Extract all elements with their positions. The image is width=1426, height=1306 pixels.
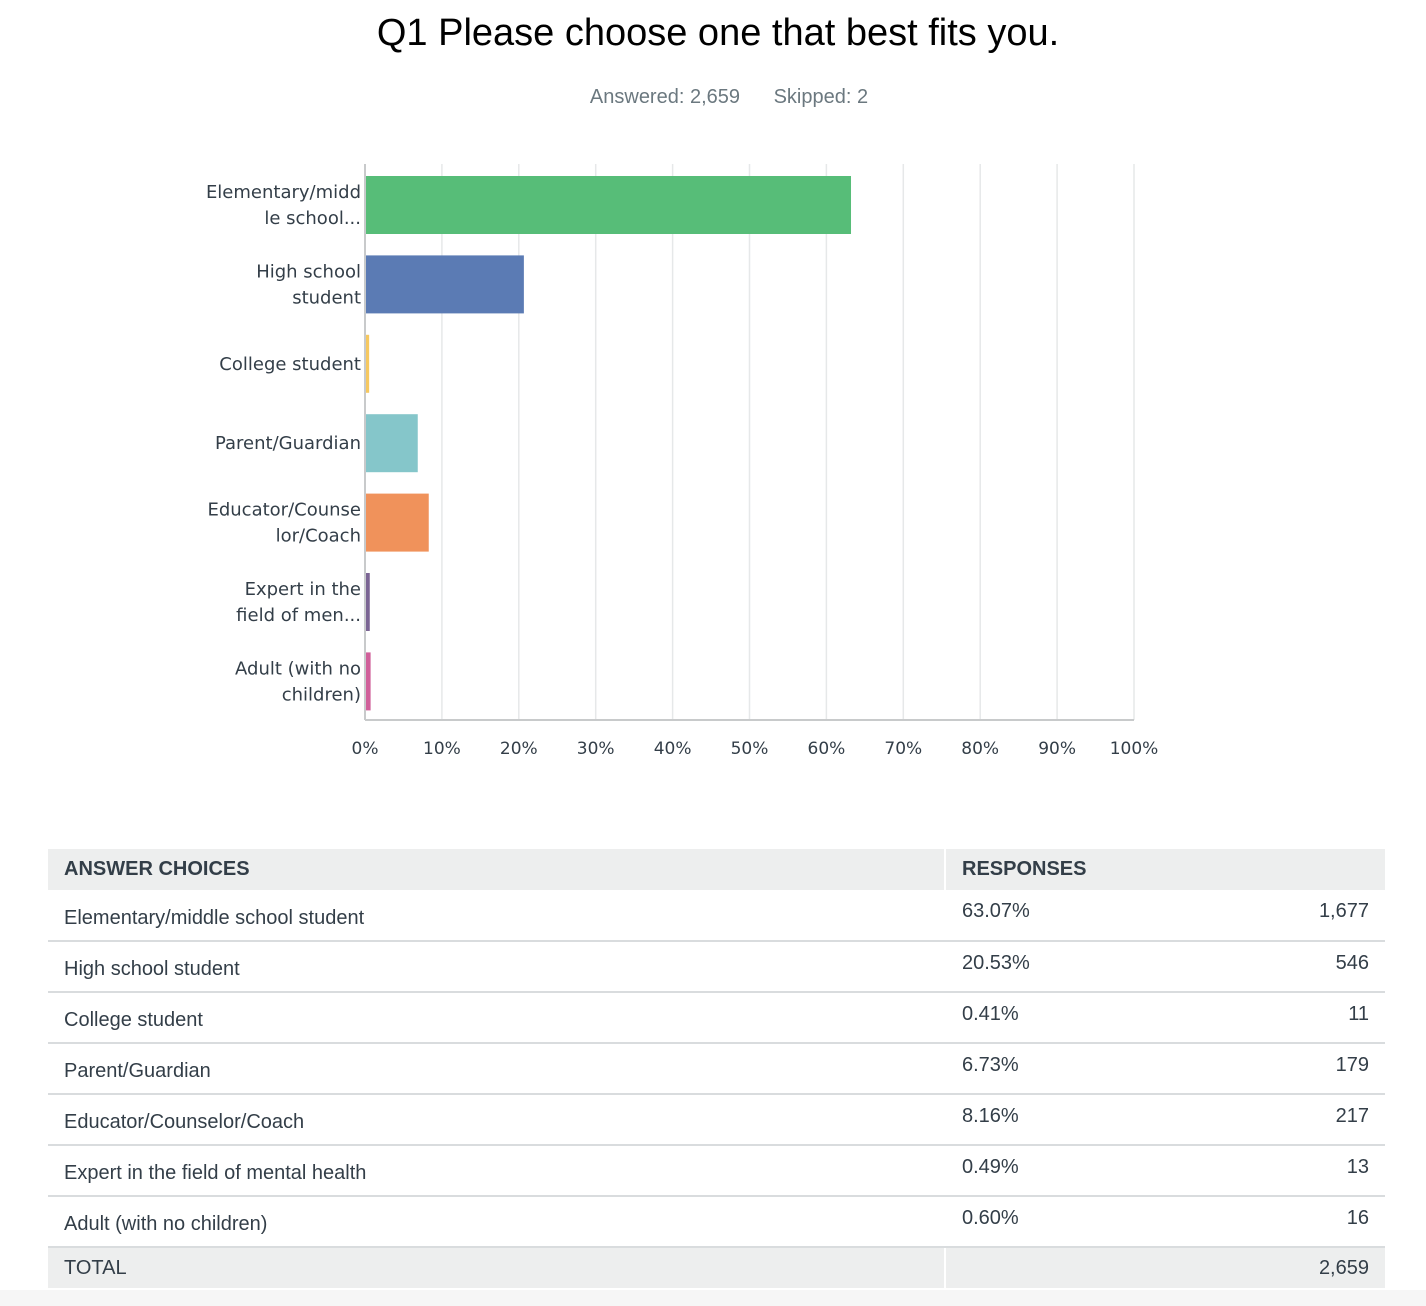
x-tick-label: 70% [884,739,922,759]
total-label: TOTAL [48,1247,946,1288]
table-row: Parent/Guardian 6.73% 179 [48,1043,1385,1095]
bar[interactable] [366,414,418,473]
table-body: Elementary/middle school student 63.07% … [48,890,1385,1288]
category-label: High school student [256,261,361,308]
chart-grid [364,164,1135,721]
page-bottom-strip [0,1290,1426,1306]
table-row: Expert in the field of mental health 0.4… [48,1145,1385,1197]
x-tick-label: 0% [352,739,379,759]
bar[interactable] [366,255,524,314]
response-count: 217 [1187,1094,1385,1146]
answer-choice: High school student [48,941,946,993]
x-tick-label: 100% [1110,739,1159,759]
answer-choice: Elementary/middle school student [48,890,946,942]
bar[interactable] [366,334,370,393]
response-percent: 63.07% [945,890,1188,942]
table-header-row: ANSWER CHOICES RESPONSES [48,849,1385,890]
answered-count: Answered: 2,659 [589,86,741,108]
table-total-row: TOTAL 2,659 [48,1247,1385,1288]
chart-category-labels: Elementary/midd le school... High school st… [206,182,361,705]
skipped-count: Skipped: 2 [773,86,869,108]
answer-choice: College student [48,992,946,1044]
x-tick-label: 30% [577,739,615,759]
total-count: 2,659 [1187,1247,1385,1288]
response-percent: 8.16% [945,1094,1188,1146]
table-row: Adult (with no children) 0.60% 16 [48,1196,1385,1248]
x-tick-label: 60% [808,739,846,759]
header-answer-choices: ANSWER CHOICES [48,849,946,890]
table-row: Educator/Counselor/Coach 8.16% 217 [48,1094,1385,1146]
table-row: High school student 20.53% 546 [48,941,1385,993]
response-count: 546 [1187,941,1385,993]
response-count: 1,677 [1187,890,1385,942]
response-percent: 20.53% [945,941,1188,993]
x-tick-label: 50% [731,739,769,759]
results-table: ANSWER CHOICES RESPONSES Elementary/midd… [48,849,1385,1288]
response-percent: 6.73% [945,1043,1188,1095]
answer-choice: Educator/Counselor/Coach [48,1094,946,1146]
category-label: Expert in the field of men... [236,579,361,626]
bar[interactable] [366,573,370,631]
bar[interactable] [366,652,371,711]
category-label: College student [219,354,361,375]
response-percent: 0.49% [945,1145,1188,1197]
answer-choice: Expert in the field of mental health [48,1145,946,1197]
bar[interactable] [366,176,852,234]
bar-chart: Elementary/midd le school... High school st… [206,164,1159,759]
category-label: Adult (with no children) [235,658,361,705]
response-percent: 0.60% [945,1196,1188,1248]
bar[interactable] [366,493,429,552]
answer-choice: Parent/Guardian [48,1043,946,1095]
x-tick-label: 40% [654,739,692,759]
x-tick-label: 10% [423,739,461,759]
category-label: Elementary/midd le school... [206,182,361,229]
response-stats: Answered: 2,659 Skipped: 2 [0,86,1426,109]
table-row: College student 0.41% 11 [48,992,1385,1044]
response-count: 16 [1187,1196,1385,1248]
response-count: 13 [1187,1145,1385,1197]
category-label: Parent/Guardian [215,433,361,454]
x-tick-label: 20% [500,739,538,759]
x-tick-label: 80% [961,739,999,759]
chart-bars [366,176,852,711]
response-percent: 0.41% [945,992,1188,1044]
chart-x-ticks: 0% 10% 20% 30% 40% 50% 60% 70% 80% 90% 100% [352,739,1159,759]
response-count: 179 [1187,1043,1385,1095]
total-percent-empty [945,1247,1188,1288]
question-title: Q1 Please choose one that best fits you. [376,12,1060,54]
table-row: Elementary/middle school student 63.07% … [48,890,1385,942]
category-label: Educator/Counse lor/Coach [207,500,361,547]
answer-choice: Adult (with no children) [48,1196,946,1248]
response-count: 11 [1187,992,1385,1044]
header-responses: RESPONSES [945,849,1385,890]
x-tick-label: 90% [1038,739,1076,759]
